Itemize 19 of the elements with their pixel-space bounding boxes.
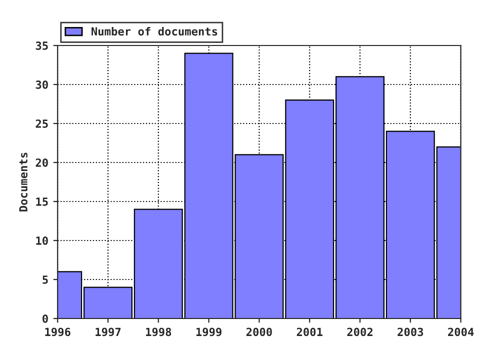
x-tick-label: 2002 (347, 328, 372, 336)
y-axis-title: Documents (19, 152, 28, 212)
y-tick-label: 0 (42, 314, 48, 323)
x-tick-label: 1996 (45, 328, 70, 336)
x-tick-label: 2004 (448, 328, 474, 336)
y-tick-label: 20 (36, 158, 48, 167)
x-tick-label: 2001 (296, 328, 322, 336)
x-tick-label: 1998 (146, 328, 172, 336)
x-tick-label: 2000 (246, 328, 272, 336)
legend-label: Number of documents (92, 26, 218, 36)
x-tick-label: 2003 (398, 328, 424, 336)
x-tick-label: 1999 (196, 328, 222, 336)
y-tick-label: 10 (36, 236, 48, 245)
y-tick-label: 30 (36, 80, 48, 89)
y-tick-label: 15 (36, 198, 48, 206)
y-tick-label: 35 (36, 41, 48, 50)
x-tick-label: 1997 (96, 328, 121, 336)
y-tick-label: 5 (42, 276, 48, 284)
y-tick-label: 25 (36, 119, 48, 128)
